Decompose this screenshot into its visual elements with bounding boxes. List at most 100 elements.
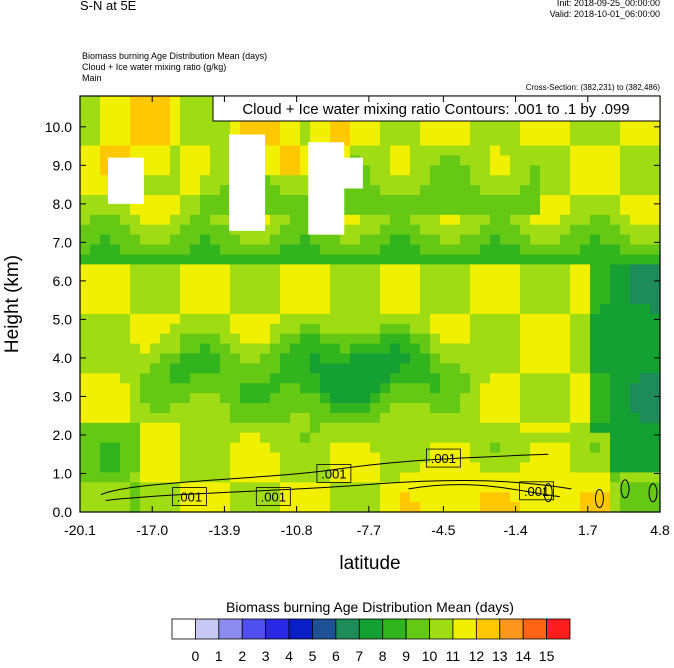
- field-cell: [250, 492, 261, 503]
- field-cell: [460, 195, 471, 206]
- field-cell: [210, 452, 221, 464]
- field-cell: [300, 412, 311, 424]
- field-cell: [510, 185, 521, 196]
- field-cell: [150, 422, 161, 434]
- field-cell: [380, 373, 391, 384]
- field-cell: [340, 135, 351, 147]
- cloud-contours: .001.001.001.001.001: [100, 448, 658, 509]
- field-cell: [120, 214, 131, 226]
- field-cell: [580, 363, 591, 374]
- field-cell: [600, 313, 611, 325]
- field-cell: [220, 175, 231, 186]
- field-cell: [600, 195, 611, 206]
- field-cell: [350, 135, 361, 147]
- field-cell: [560, 304, 571, 315]
- field-cell: [410, 284, 421, 295]
- field-cell: [610, 244, 621, 256]
- x-tick-label: -1.4: [504, 522, 528, 538]
- field-cell: [80, 165, 91, 176]
- colorbar-swatch: [382, 618, 407, 640]
- field-cell: [430, 294, 441, 305]
- field-cell: [510, 224, 521, 236]
- field-cell: [630, 442, 641, 454]
- field-cell: [630, 234, 641, 246]
- field-cell: [610, 254, 621, 265]
- field-cell: [350, 214, 361, 226]
- field-cell: [320, 422, 331, 434]
- x-tick-label: -17.0: [136, 522, 168, 538]
- field-cell: [290, 383, 301, 394]
- field-cell: [100, 165, 111, 176]
- field-cell: [370, 333, 381, 345]
- field-cell: [110, 264, 121, 275]
- field-cell: [90, 155, 101, 166]
- field-cell: [460, 323, 471, 335]
- field-cell: [130, 353, 141, 365]
- field-cell: [650, 284, 661, 295]
- field-cell: [480, 145, 491, 157]
- field-cell: [460, 234, 471, 246]
- field-cell: [540, 254, 551, 265]
- field-cell: [300, 264, 311, 275]
- field-cell: [130, 502, 141, 513]
- field-cell: [150, 274, 161, 285]
- field-cell: [340, 432, 351, 444]
- field-cell: [510, 254, 521, 265]
- field-cell: [590, 462, 601, 473]
- field-cell: [360, 175, 371, 186]
- field-cell: [220, 214, 231, 226]
- field-cell: [120, 422, 131, 434]
- field-cell: [270, 214, 281, 226]
- field-cell: [210, 274, 221, 285]
- field-cell: [160, 214, 171, 226]
- field-cell: [240, 393, 251, 404]
- field-cell: [90, 442, 101, 454]
- field-cell: [100, 343, 111, 355]
- field-cell: [640, 492, 651, 503]
- field-cell: [500, 452, 511, 464]
- field-cell: [380, 313, 391, 325]
- field-cell: [480, 214, 491, 226]
- field-cell: [210, 442, 221, 454]
- field-cell: [430, 145, 441, 157]
- field-cell: [420, 353, 431, 365]
- field-cell: [610, 323, 621, 335]
- field-cell: [320, 492, 331, 503]
- field-cell: [390, 452, 401, 464]
- field-cell: [220, 492, 231, 503]
- field-cell: [270, 343, 281, 355]
- field-cell: [500, 403, 511, 414]
- field-cell: [230, 333, 241, 345]
- field-cell: [480, 284, 491, 295]
- field-cell: [460, 462, 471, 473]
- field-cell: [470, 333, 481, 345]
- field-cell: [120, 323, 131, 335]
- colorbar-label: 10: [422, 648, 438, 664]
- field-cell: [130, 244, 141, 256]
- field-cell: [430, 393, 441, 404]
- field-cell: [440, 502, 451, 513]
- field-cell: [160, 442, 171, 454]
- field-cell: [160, 343, 171, 355]
- field-cell: [440, 432, 451, 444]
- field-cell: [450, 135, 461, 147]
- field-cell: [430, 214, 441, 226]
- field-cell: [160, 234, 171, 246]
- field-cell: [570, 195, 581, 206]
- field-cell: [80, 393, 91, 404]
- colorbar-swatch: [335, 618, 360, 640]
- field-cell: [370, 442, 381, 454]
- field-cell: [340, 264, 351, 275]
- field-cell: [250, 472, 261, 483]
- field-cell: [630, 224, 641, 236]
- field-cell: [390, 412, 401, 424]
- field-cell: [400, 422, 411, 434]
- field-cell: [140, 214, 151, 226]
- field-cell: [480, 204, 491, 216]
- field-cell: [470, 343, 481, 355]
- field-cell: [360, 502, 371, 513]
- field-cell: [610, 462, 621, 473]
- field-cell: [410, 125, 421, 137]
- field-cell: [460, 313, 471, 325]
- field-cell: [120, 96, 131, 107]
